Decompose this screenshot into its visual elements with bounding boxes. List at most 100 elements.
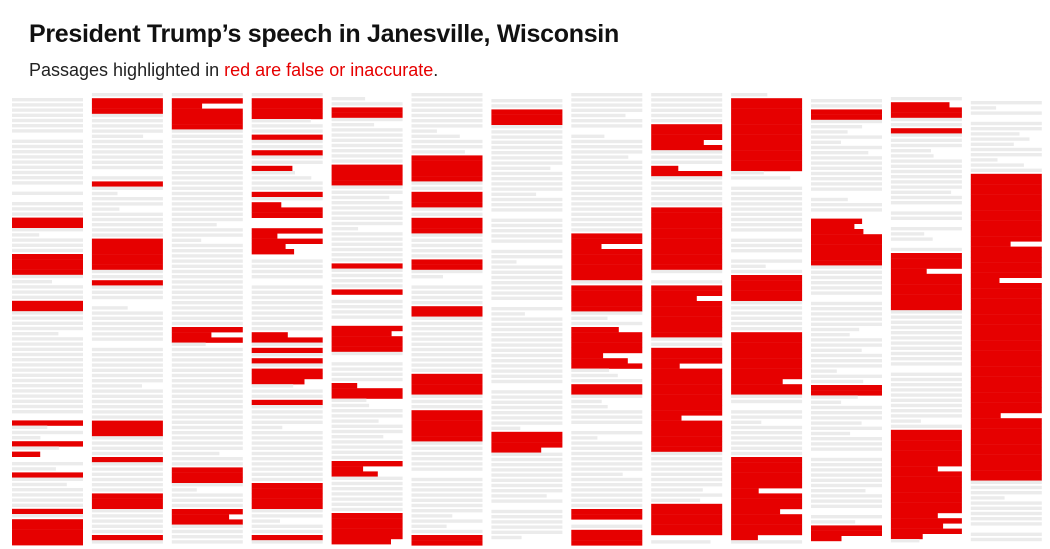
transcript-column-7 <box>491 99 563 540</box>
false-passage-line <box>970 173 1042 180</box>
false-passage-line <box>251 238 323 244</box>
transcript-line <box>811 125 863 129</box>
transcript-line <box>491 182 563 186</box>
transcript-line <box>12 446 59 450</box>
transcript-line <box>171 529 243 534</box>
false-passage-line <box>12 264 83 270</box>
transcript-line <box>411 93 483 97</box>
transcript-line <box>811 338 882 342</box>
transcript-line <box>811 286 882 290</box>
false-passage-line <box>571 363 643 369</box>
false-passage-line <box>731 493 803 499</box>
transcript-line <box>331 149 403 153</box>
transcript-line <box>811 177 882 181</box>
transcript-line <box>811 265 882 269</box>
transcript-line <box>12 233 40 237</box>
false-passage-line <box>411 191 483 198</box>
false-passage-line <box>411 379 483 385</box>
transcript-line <box>491 208 563 212</box>
transcript-line <box>491 468 563 472</box>
transcript-column-12 <box>890 97 962 543</box>
transcript-line <box>331 117 403 122</box>
transcript-line <box>12 488 83 492</box>
transcript-line <box>12 248 83 253</box>
transcript-line <box>251 285 323 289</box>
false-passage-line <box>970 387 1042 393</box>
false-passage-line <box>12 529 83 535</box>
transcript-line <box>970 121 1042 126</box>
false-passage-line <box>970 439 1042 445</box>
transcript-line <box>571 103 643 107</box>
false-passage-line <box>890 107 962 113</box>
transcript-line <box>331 154 403 158</box>
false-passage-line <box>91 249 163 255</box>
transcript-line <box>171 342 206 346</box>
transcript-line <box>251 139 323 144</box>
false-passage-line <box>890 268 927 274</box>
false-passage-line <box>970 449 1042 455</box>
false-passage-line <box>890 112 962 118</box>
transcript-line <box>970 132 1020 136</box>
transcript-line <box>12 243 83 247</box>
transcript-line <box>411 295 483 300</box>
transcript-line <box>491 421 563 425</box>
transcript-line <box>171 181 243 185</box>
transcript-line <box>731 264 766 268</box>
false-passage-line <box>91 498 163 504</box>
transcript-line <box>12 477 83 481</box>
transcript-column-9 <box>651 93 723 544</box>
transcript-line <box>411 337 483 341</box>
transcript-line <box>651 483 723 487</box>
transcript-line <box>890 320 962 324</box>
transcript-line <box>331 305 403 309</box>
transcript-line <box>171 425 243 430</box>
false-passage-line <box>411 197 483 203</box>
transcript-line <box>171 436 243 440</box>
false-passage-line <box>651 301 723 307</box>
transcript-line <box>91 373 163 378</box>
transcript-line <box>651 98 723 102</box>
transcript-line <box>811 119 882 124</box>
transcript-line <box>171 186 243 190</box>
false-passage-line <box>571 540 643 546</box>
transcript-line <box>12 165 83 169</box>
false-passage-line <box>731 108 803 114</box>
transcript-line <box>411 129 437 133</box>
false-passage-line <box>890 273 962 280</box>
transcript-column-10 <box>731 93 803 544</box>
transcript-line <box>12 274 83 279</box>
transcript-line <box>12 363 83 367</box>
transcript-line <box>890 216 962 220</box>
transcript-line <box>571 503 643 508</box>
transcript-line <box>571 394 643 398</box>
false-passage-line <box>731 477 803 484</box>
false-passage-line <box>651 410 723 416</box>
transcript-line <box>12 332 59 336</box>
transcript-line <box>731 321 803 326</box>
false-passage-line <box>571 337 643 343</box>
false-passage-line <box>651 217 723 224</box>
false-passage-line <box>731 285 803 291</box>
transcript-line <box>731 446 803 450</box>
false-passage-line <box>731 514 803 520</box>
transcript-line <box>491 229 563 233</box>
transcript-line <box>651 498 701 502</box>
false-passage-line <box>491 431 563 438</box>
transcript-line <box>12 425 48 429</box>
transcript-line <box>251 269 323 274</box>
transcript-line <box>811 307 882 311</box>
false-passage-line <box>12 269 83 275</box>
transcript-line <box>171 535 243 539</box>
transcript-line <box>970 142 1014 146</box>
false-passage-line <box>970 272 1042 278</box>
false-passage-line <box>651 249 723 255</box>
false-passage-line <box>651 238 723 244</box>
false-passage-line <box>171 514 230 520</box>
transcript-line <box>171 171 243 175</box>
false-passage-line <box>331 513 403 519</box>
transcript-line <box>251 342 323 346</box>
transcript-line <box>411 477 483 482</box>
transcript-line <box>491 187 563 191</box>
transcript-line <box>251 275 323 279</box>
transcript-line <box>571 498 643 502</box>
